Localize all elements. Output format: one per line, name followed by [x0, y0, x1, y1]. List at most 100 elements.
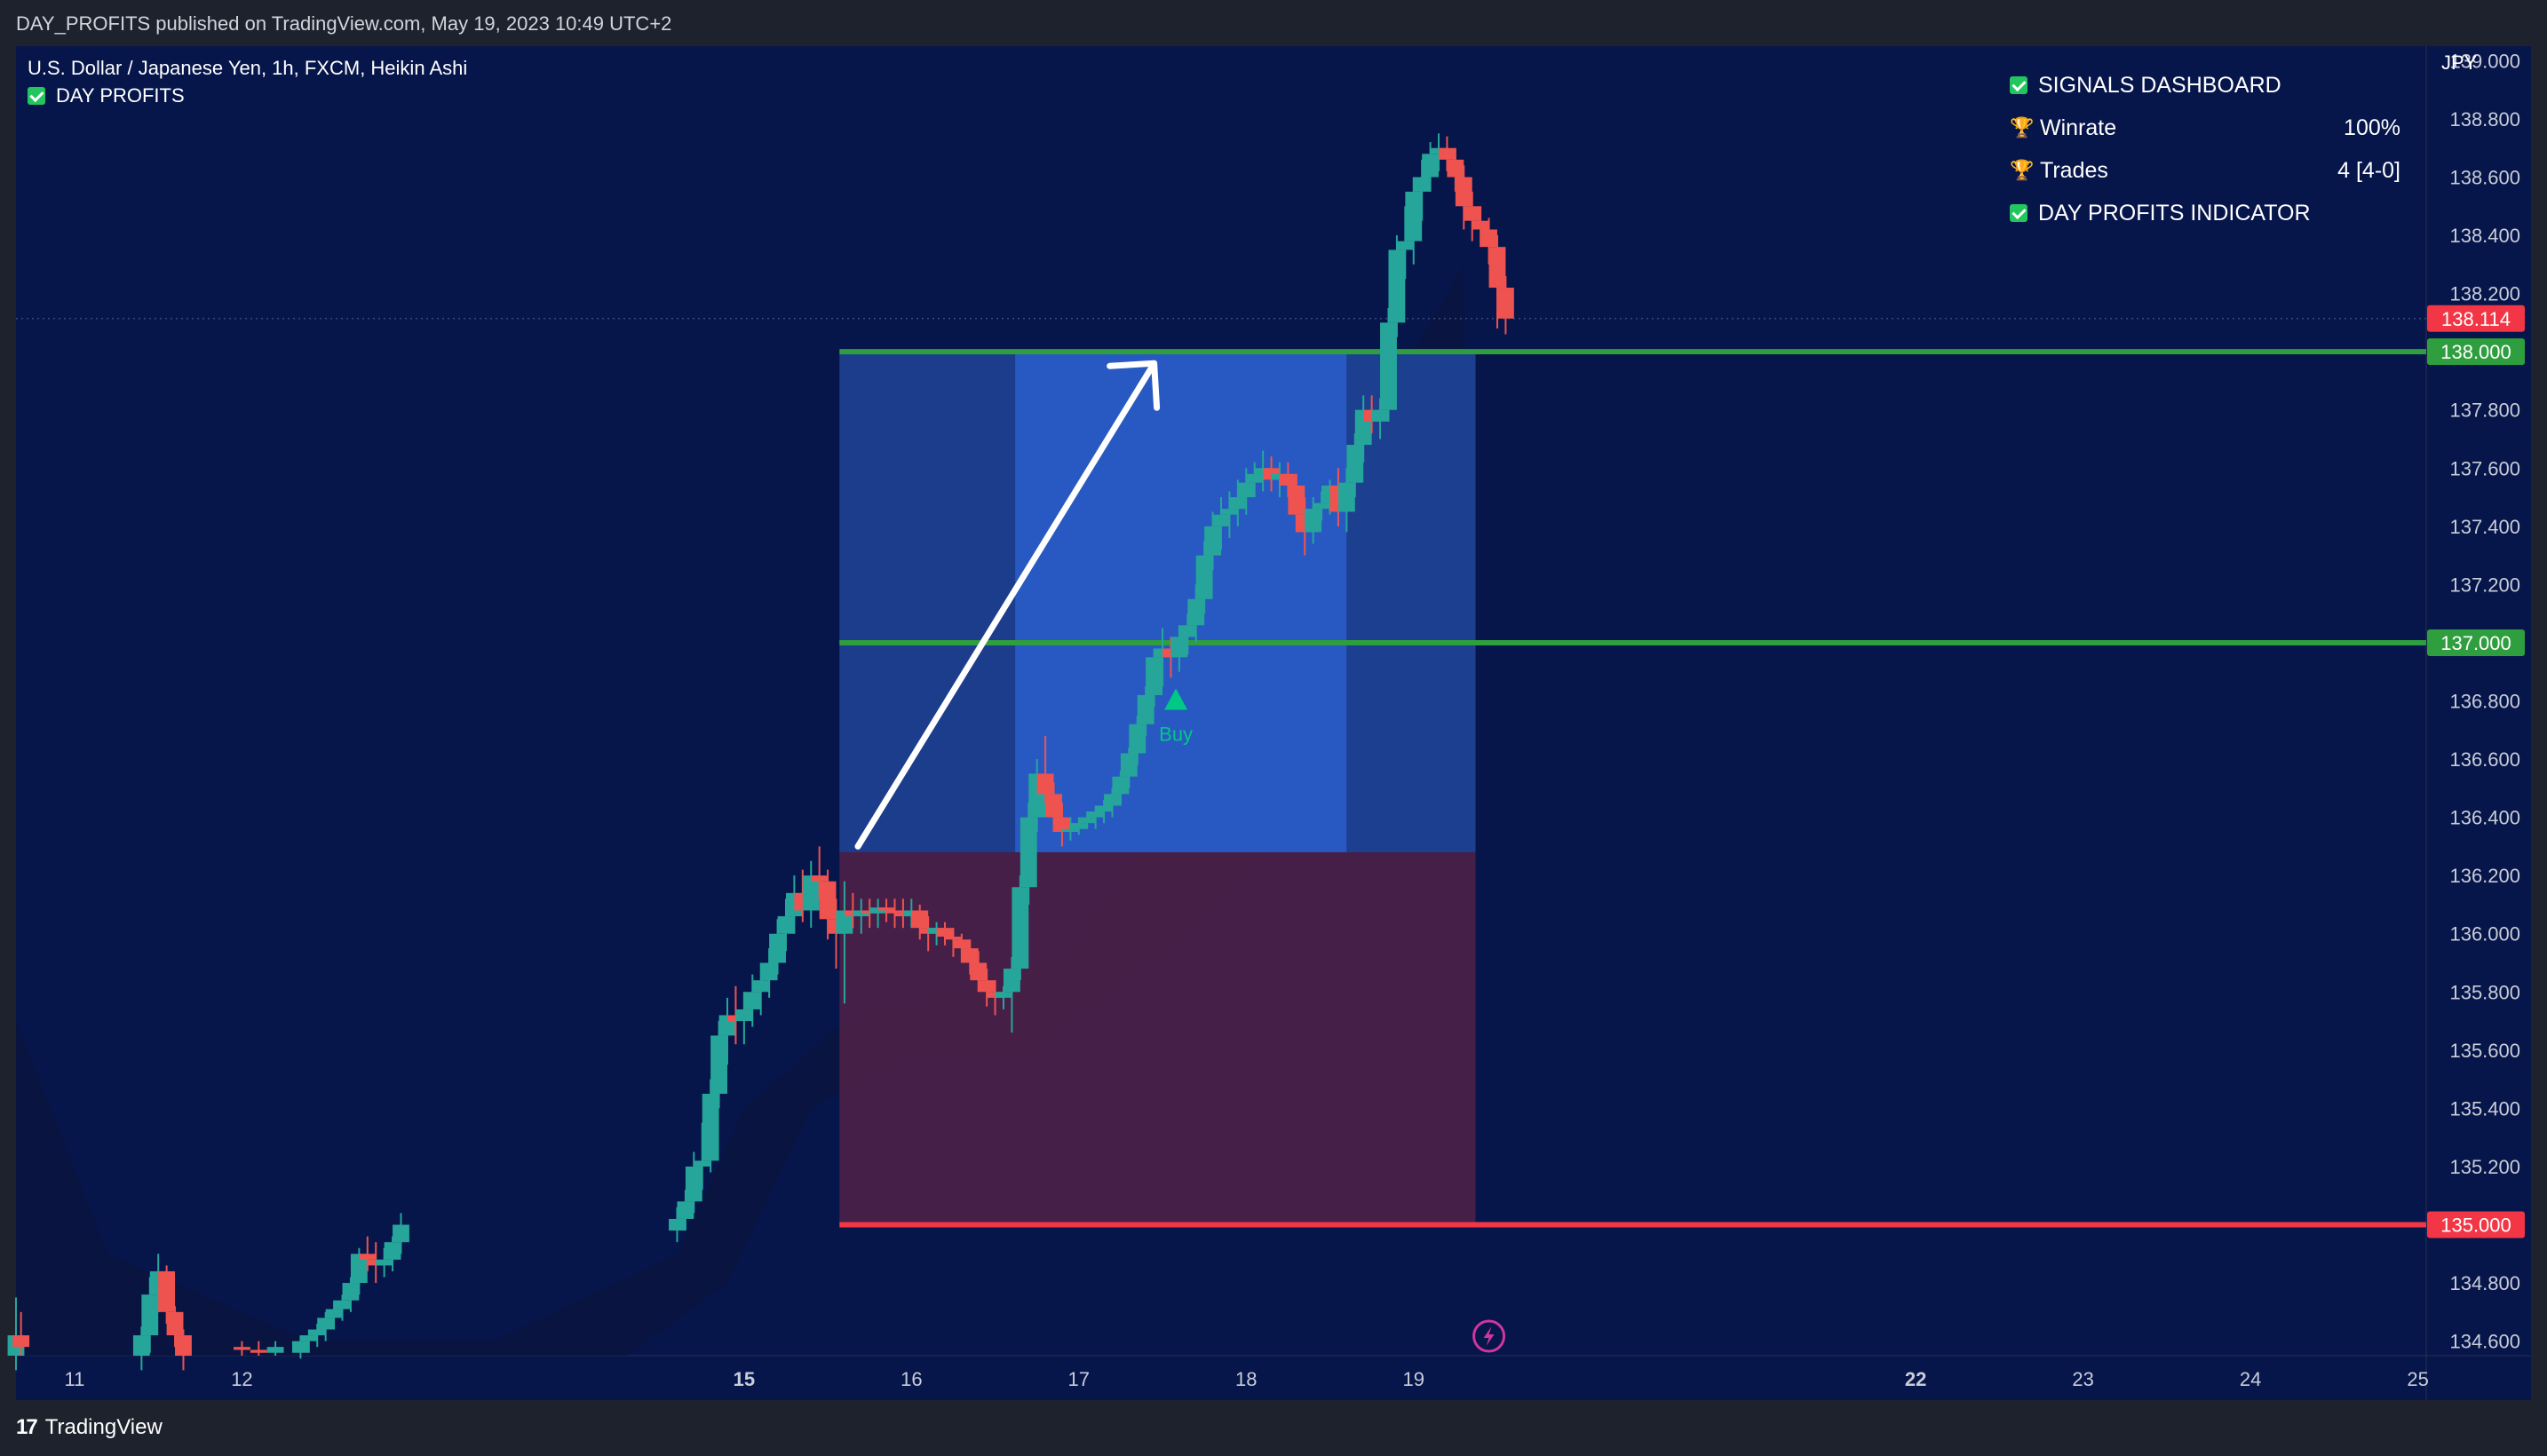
candle-body	[1405, 191, 1423, 241]
lightning-bolt	[1483, 1326, 1495, 1346]
candle-body	[1380, 322, 1397, 410]
candle-body	[1129, 724, 1147, 754]
y-tick-label: 136.600	[2449, 748, 2520, 771]
dashboard-value: 100%	[2344, 115, 2400, 140]
candle-body	[961, 948, 979, 963]
candle-body	[132, 1335, 150, 1356]
y-tick-label: 135.600	[2449, 1040, 2520, 1062]
candle-body	[359, 1254, 377, 1260]
buy-signal-icon	[1164, 688, 1188, 710]
candle-body	[1439, 147, 1456, 160]
price-lines	[16, 318, 2426, 1228]
dashboard-row-trades: 🏆 Trades 4 [4-0]	[2010, 149, 2400, 192]
axes: 139.000 138.800 138.600 138.400 138.200 138.0…	[65, 50, 2525, 1390]
candle-body	[1162, 648, 1179, 658]
price-badge	[2427, 1211, 2525, 1238]
candle-body	[1178, 625, 1196, 637]
trophy-icon: 🏆	[2010, 116, 2035, 138]
y-tick-label: 138.200	[2449, 283, 2520, 305]
candle-body	[1087, 811, 1105, 818]
profit-zone-core	[1015, 352, 1347, 852]
candle-body	[710, 1035, 728, 1094]
dashboard-row-winrate: 🏆 Winrate 100%	[2010, 107, 2400, 149]
y-tick-label: 136.000	[2449, 923, 2520, 946]
candle-body	[1112, 776, 1130, 795]
publish-bar: DAY_PROFITS published on TradingView.com…	[0, 0, 2547, 46]
y-tick-label: 136.400	[2449, 807, 2520, 829]
candle-body	[1480, 229, 1497, 248]
candle-body	[853, 910, 870, 917]
y-tick-label: 135.400	[2449, 1097, 2520, 1120]
candle-body	[1413, 177, 1431, 192]
check-icon	[2010, 76, 2027, 94]
y-tick-label: 137.400	[2449, 516, 2520, 538]
check-icon	[28, 87, 45, 105]
candle-body	[777, 916, 795, 934]
candle-body	[1020, 817, 1037, 888]
tradingview-logo[interactable]: 17 TradingView	[16, 1415, 163, 1440]
price-badge-label: 135.000	[2440, 1215, 2511, 1237]
candles	[7, 133, 1514, 1371]
candle-body	[1488, 247, 1506, 289]
time-axis-background	[16, 1356, 2531, 1400]
signals-dashboard: SIGNALS DASHBOARD 🏆 Winrate 100% 🏆 Trade…	[2010, 64, 2400, 234]
trophy-icon: 🏆	[2010, 159, 2035, 181]
price-badge-label: 138.114	[2441, 308, 2511, 330]
check-icon	[2010, 204, 2027, 222]
y-tick-label: 138.400	[2449, 225, 2520, 247]
candle-body	[1120, 753, 1138, 777]
candle-body	[1053, 817, 1071, 832]
candle-body	[1496, 288, 1514, 319]
candle-body	[936, 928, 954, 937]
candle-body	[953, 939, 971, 949]
candle-body	[1346, 445, 1364, 483]
candle-body	[945, 937, 962, 940]
candle-body	[1170, 637, 1188, 658]
y-tick-label: 138.800	[2449, 108, 2520, 131]
trend-arrow-shaft	[854, 360, 1158, 850]
dashboard-footer-row: DAY PROFITS INDICATOR	[2010, 192, 2400, 234]
price-chart[interactable]: Buy 139.000138.800138.600138.400138.2001…	[0, 0, 2547, 1401]
candle-body	[308, 1329, 326, 1336]
candle-body	[141, 1294, 159, 1336]
candle-body	[1246, 473, 1264, 483]
candle-body	[1187, 598, 1205, 626]
x-tick-label: 15	[734, 1368, 755, 1390]
annotations: Buy	[854, 360, 1506, 1353]
candle-body	[350, 1254, 368, 1284]
x-tick-label: 12	[231, 1368, 252, 1390]
x-tick-label: 18	[1235, 1368, 1257, 1390]
candle-body	[1279, 473, 1297, 486]
y-tick-label: 139.000	[2449, 50, 2520, 72]
indicator-legend[interactable]: DAY PROFITS	[28, 84, 185, 107]
candle-body	[1070, 823, 1088, 829]
candle-body	[384, 1242, 401, 1260]
candle-body	[802, 875, 820, 911]
candle-body	[166, 1311, 184, 1336]
candle-body	[694, 1160, 711, 1167]
candle-body	[1195, 555, 1213, 599]
y-tick-label: 138.600	[2449, 167, 2520, 189]
candle-body	[1012, 887, 1029, 969]
x-tick-label: 25	[2407, 1368, 2428, 1390]
candle-body	[1396, 241, 1414, 250]
candle-body	[1472, 220, 1489, 230]
dashboard-footer: DAY PROFITS INDICATOR	[2038, 200, 2311, 226]
candle-body	[158, 1270, 176, 1312]
candle-body	[1221, 509, 1238, 515]
candle-body	[911, 910, 929, 929]
y-tick-label: 136.800	[2449, 691, 2520, 713]
candle-body	[334, 1300, 351, 1310]
candle-body	[769, 933, 786, 963]
candle-body	[1095, 805, 1113, 812]
candle-body	[1204, 526, 1221, 556]
y-tick-label: 135.800	[2449, 981, 2520, 1003]
lightning-icon	[1472, 1319, 1506, 1353]
candle-body	[970, 962, 988, 981]
y-tick-label: 136.200	[2449, 865, 2520, 887]
candle-body	[752, 980, 770, 993]
x-tick-label: 16	[901, 1368, 922, 1390]
price-badge-label: 138.000	[2440, 341, 2511, 363]
candle-body	[1237, 482, 1255, 498]
candle-body	[886, 910, 903, 914]
